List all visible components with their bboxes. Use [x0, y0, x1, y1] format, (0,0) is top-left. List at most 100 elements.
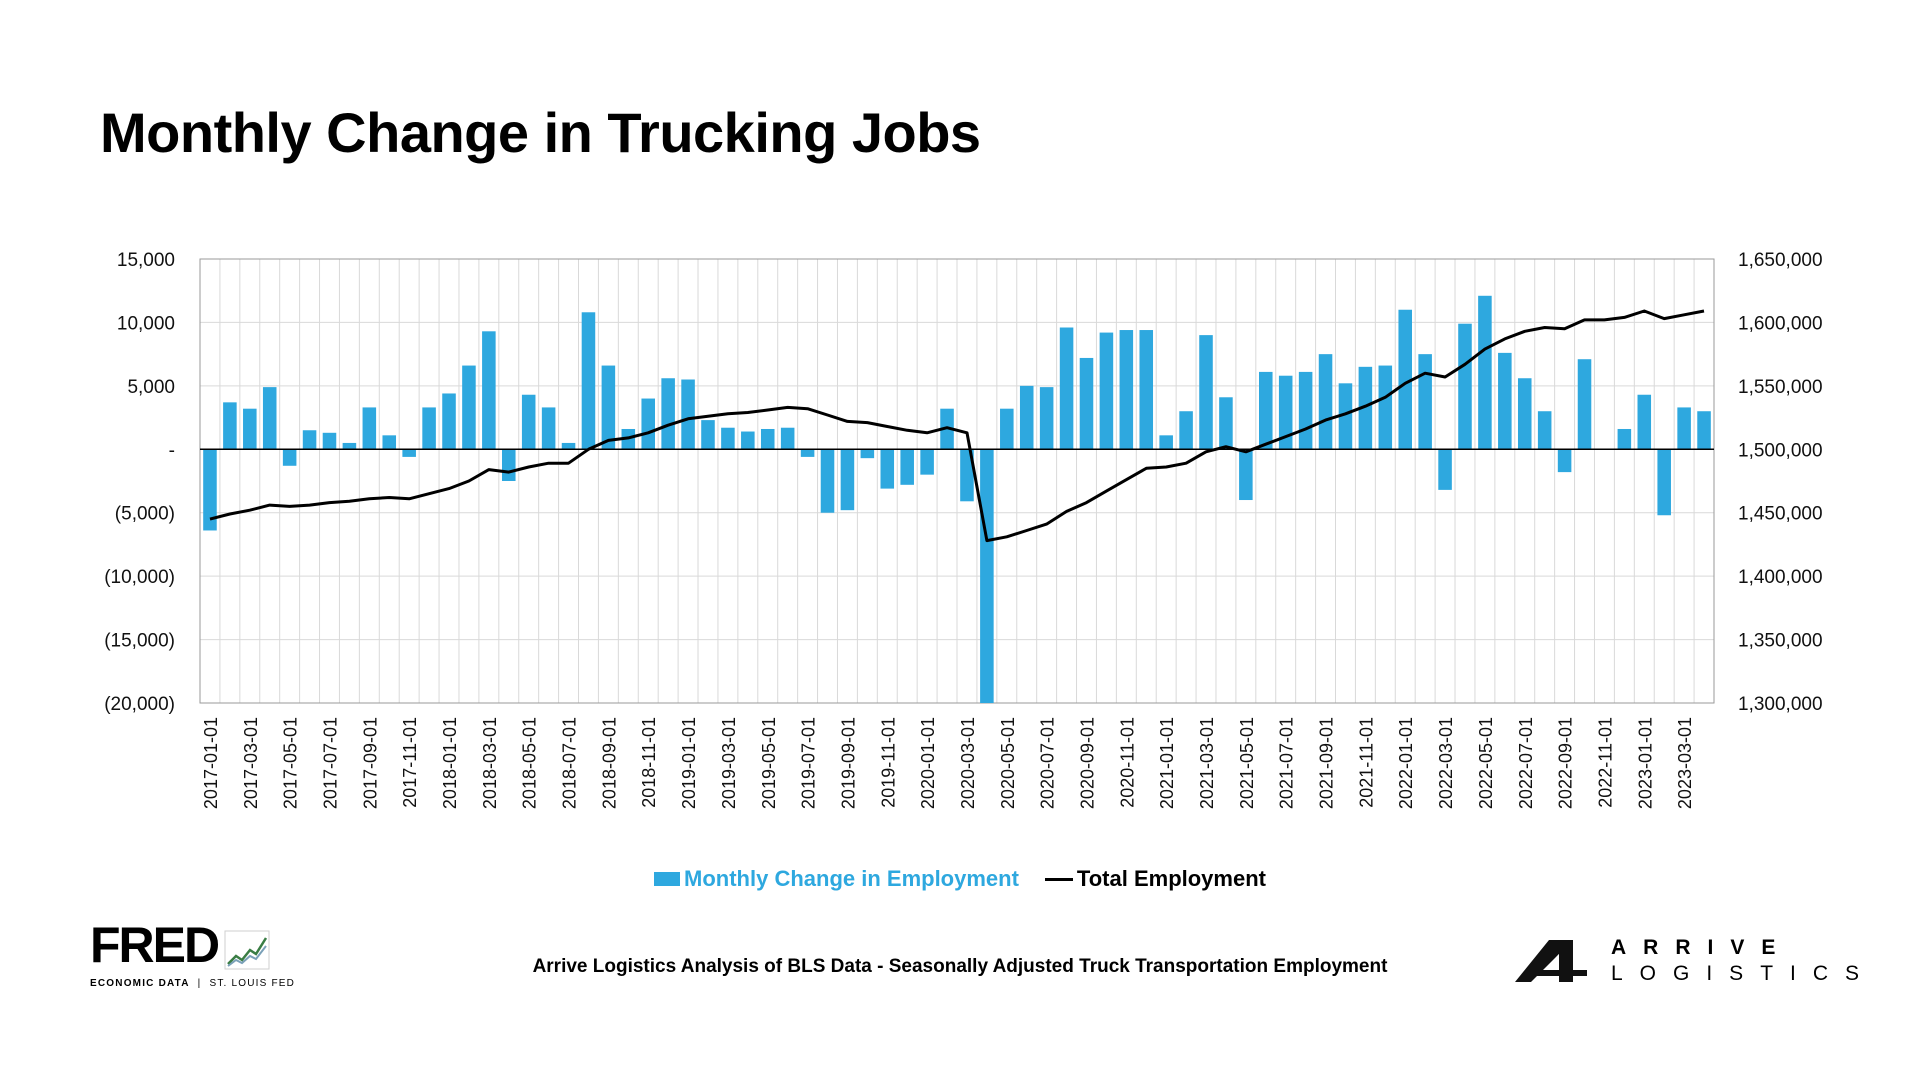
bar-monthly-change — [900, 449, 914, 485]
bar-monthly-change — [721, 427, 735, 450]
legend-item-total-employment[interactable]: Total Employment — [1044, 866, 1266, 892]
x-axis-tick-label: 2020-03-01 — [958, 717, 978, 809]
bar-monthly-change — [1278, 375, 1293, 450]
x-axis-tick-label: 2022-05-01 — [1476, 717, 1496, 809]
plot-frame — [199, 258, 1715, 704]
x-axis-tick-label: 2021-05-01 — [1237, 717, 1257, 809]
x-axis-tick-label: 2020-07-01 — [1038, 717, 1058, 809]
x-axis-tick-label: 2017-03-01 — [241, 717, 261, 809]
fred-sub-right: ST. LOUIS FED — [209, 978, 296, 989]
fred-wordmark: FRED — [90, 917, 220, 973]
bar-monthly-change — [760, 428, 775, 450]
chart-title: Monthly Change in Trucking Jobs — [100, 101, 981, 164]
x-axis-tick-label: 2017-05-01 — [281, 717, 301, 809]
right-axis-tick-label: 1,350,000 — [1738, 631, 1823, 652]
x-axis-tick-label: 2017-11-01 — [400, 717, 420, 808]
bar-monthly-change — [1318, 354, 1333, 450]
arrive-line-1: ARRIVE — [1611, 936, 1793, 959]
bar-monthly-change — [342, 442, 357, 450]
fred-sub-left: ECONOMIC DATA — [90, 978, 190, 989]
x-axis-tick-label: 2017-01-01 — [201, 717, 221, 809]
left-axis-tick-label: (15,000) — [104, 631, 175, 652]
bar-monthly-change — [880, 449, 895, 489]
bar-monthly-change — [1537, 411, 1552, 450]
x-axis-tick-label: 2018-05-01 — [520, 717, 540, 809]
bar-monthly-change — [1517, 378, 1532, 450]
x-axis-tick-label: 2019-05-01 — [759, 717, 779, 809]
bar-monthly-change — [502, 449, 516, 481]
bar-monthly-change — [800, 449, 815, 457]
x-axis-tick-label: 2018-11-01 — [639, 717, 659, 808]
bar-monthly-change — [1298, 371, 1313, 450]
x-axis-tick-label: 2022-07-01 — [1516, 717, 1536, 809]
bar-monthly-change — [223, 402, 237, 450]
bar-monthly-change — [1199, 335, 1213, 450]
bar-monthly-change — [1159, 435, 1173, 450]
left-axis-tick-label: (5,000) — [115, 504, 175, 525]
bar-monthly-change — [820, 449, 835, 513]
bar-monthly-change — [541, 407, 556, 450]
bar-monthly-change — [442, 393, 456, 450]
fred-sub-separator: | — [197, 978, 202, 989]
left-axis-tick-label: (20,000) — [104, 694, 175, 715]
x-axis-tick-label: 2018-03-01 — [480, 717, 500, 809]
bar-monthly-change — [661, 378, 675, 450]
chart-plot: 15,000 10,000 5,000 - (5,000) (10,000) (15,000… — [104, 250, 1823, 809]
right-axis-tick-label: 1,300,000 — [1738, 694, 1823, 715]
bar-monthly-change — [1239, 449, 1253, 501]
bar-monthly-change — [741, 431, 755, 450]
bar-monthly-change — [1059, 327, 1074, 450]
bar-monthly-change — [780, 427, 795, 450]
fred-logo: FRED ECONOMIC DATA | ST. LOUIS FED — [90, 920, 295, 989]
bar-monthly-change — [1438, 449, 1452, 490]
bar-monthly-change — [681, 379, 695, 450]
x-axis-tick-label: 2020-11-01 — [1117, 717, 1137, 808]
x-axis-tick-label: 2017-09-01 — [360, 717, 380, 809]
x-axis-tick-label: 2020-01-01 — [918, 717, 938, 809]
fred-graph-icon — [224, 930, 270, 970]
bar-monthly-change — [1617, 428, 1632, 450]
x-axis-tick-label: 2021-07-01 — [1277, 717, 1297, 809]
bar-monthly-change — [422, 407, 436, 450]
bar-monthly-change — [860, 449, 875, 459]
bar-monthly-change — [1458, 323, 1472, 450]
bar-monthly-change — [1577, 359, 1592, 450]
arrive-line-2: LOGISTICS — [1611, 962, 1877, 985]
bar-monthly-change — [1119, 330, 1134, 450]
x-axis-tick-label: 2021-01-01 — [1157, 717, 1177, 809]
bar-monthly-change — [840, 449, 855, 511]
bar-monthly-change — [1557, 449, 1572, 473]
left-axis-tick-label: - — [169, 440, 175, 461]
x-axis-tick-label: 2021-03-01 — [1197, 717, 1217, 809]
bar-monthly-change — [203, 449, 217, 531]
right-axis-tick-label: 1,400,000 — [1738, 567, 1823, 588]
bar-monthly-change — [282, 449, 297, 466]
bar-monthly-change — [521, 394, 536, 450]
x-axis-tick-label: 2022-09-01 — [1556, 717, 1576, 809]
legend-item-monthly-change[interactable]: Monthly Change in Employment — [654, 866, 1019, 892]
fred-subtitle: ECONOMIC DATA | ST. LOUIS FED — [90, 978, 295, 989]
left-axis-tick-label: 5,000 — [127, 377, 175, 398]
bar-monthly-change — [402, 449, 416, 457]
x-axis-tick-label: 2019-11-01 — [878, 717, 898, 808]
x-axis-tick-label: 2022-11-01 — [1595, 717, 1615, 808]
bar-monthly-change — [1418, 354, 1432, 450]
legend-swatch-line — [1044, 877, 1073, 881]
right-axis-tick-label: 1,600,000 — [1738, 313, 1823, 334]
legend-label-total-employment: Total Employment — [1076, 866, 1266, 891]
right-axis-tick-label: 1,500,000 — [1738, 440, 1823, 461]
x-axis-tick-label: 2019-09-01 — [838, 717, 858, 809]
x-axis-tick-label: 2023-03-01 — [1675, 717, 1695, 809]
bar-monthly-change — [980, 449, 994, 703]
bar-monthly-change — [462, 365, 476, 450]
arrive-wordmark: ARRIVE LOGISTICS — [1611, 935, 1876, 987]
bar-monthly-change — [920, 449, 934, 475]
bar-monthly-change — [1079, 357, 1094, 450]
bar-monthly-change — [1139, 330, 1154, 450]
x-axis-tick-label: 2021-09-01 — [1317, 717, 1337, 809]
bar-monthly-change — [1697, 411, 1711, 450]
right-axis-tick-label: 1,450,000 — [1738, 504, 1823, 525]
bar-monthly-change — [1179, 411, 1193, 450]
bar-monthly-change — [641, 398, 655, 450]
bar-monthly-change — [322, 432, 337, 450]
